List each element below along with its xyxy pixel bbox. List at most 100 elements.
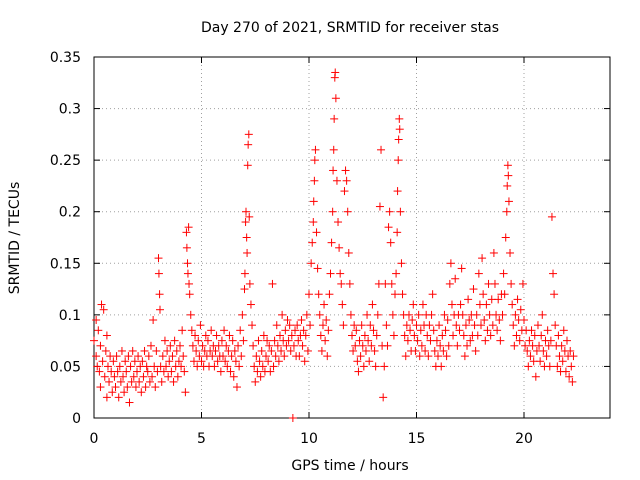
data-point — [335, 243, 344, 252]
data-point — [245, 212, 254, 221]
data-point — [566, 346, 575, 355]
data-point — [238, 310, 247, 319]
data-point — [397, 259, 406, 268]
data-point — [95, 367, 104, 376]
data-point — [565, 372, 574, 381]
y-tick-label: 0.05 — [50, 359, 81, 375]
data-point — [554, 331, 563, 340]
data-point — [242, 207, 251, 216]
data-point — [440, 310, 449, 319]
axis-ticks: 0 0.05 0.1 0.15 0.2 0.25 0.3 0.35 0 5 10 15 20 — [50, 50, 610, 447]
data-point — [382, 321, 391, 330]
data-point — [477, 321, 485, 330]
data-point — [220, 326, 229, 335]
data-point — [338, 300, 347, 309]
data-point — [128, 346, 137, 355]
data-point — [135, 377, 144, 386]
data-point — [151, 383, 160, 392]
data-point — [324, 326, 333, 335]
data-point — [318, 321, 327, 330]
data-point — [413, 336, 422, 345]
data-point — [109, 357, 118, 366]
data-point — [488, 321, 497, 330]
data-point — [451, 274, 460, 283]
data-point — [173, 372, 182, 381]
data-point — [185, 290, 194, 299]
data-point — [469, 285, 478, 294]
data-point — [406, 326, 415, 335]
data-point — [289, 341, 298, 350]
data-point — [421, 346, 430, 355]
data-point — [313, 264, 322, 273]
data-point — [178, 326, 187, 335]
data-point — [141, 383, 150, 392]
data-point — [325, 290, 334, 299]
data-point — [503, 161, 512, 170]
data-point — [370, 346, 379, 355]
data-point — [122, 367, 131, 376]
data-point — [119, 372, 128, 381]
data-point — [446, 259, 455, 268]
data-point — [240, 269, 249, 278]
data-point — [239, 336, 248, 345]
data-point — [323, 352, 332, 361]
data-point — [196, 321, 205, 330]
data-point — [496, 336, 505, 345]
data-point — [321, 336, 330, 345]
data-point — [293, 321, 302, 330]
data-point — [504, 197, 513, 206]
data-point — [343, 207, 352, 216]
data-point — [287, 331, 296, 340]
data-point — [237, 352, 246, 361]
data-point — [96, 341, 105, 350]
data-point — [480, 316, 489, 325]
data-point — [466, 336, 475, 345]
y-tick-label: 0.3 — [59, 102, 81, 118]
data-point — [159, 367, 168, 376]
data-point — [154, 254, 163, 263]
data-point — [94, 326, 103, 335]
data-point — [537, 331, 546, 340]
y-tick-label: 0 — [72, 411, 81, 427]
data-point — [225, 331, 234, 340]
data-point — [358, 341, 367, 350]
data-point — [111, 383, 120, 392]
data-point — [360, 331, 369, 340]
data-point — [447, 300, 456, 309]
data-point — [283, 316, 292, 325]
data-point — [388, 310, 397, 319]
data-point — [254, 336, 263, 345]
data-point — [527, 326, 536, 335]
data-point — [281, 326, 290, 335]
data-point — [329, 145, 338, 154]
data-point — [371, 362, 380, 371]
data-point — [345, 279, 354, 288]
data-point — [172, 346, 181, 355]
data-point — [442, 352, 451, 361]
data-point — [142, 362, 151, 371]
data-point — [535, 341, 544, 350]
plot-frame — [93, 56, 611, 419]
data-point — [166, 341, 175, 350]
grid-lines — [94, 57, 610, 418]
data-point — [235, 362, 244, 371]
data-point — [307, 259, 316, 268]
data-point — [308, 238, 317, 247]
data-point — [352, 326, 361, 335]
data-point — [127, 377, 136, 386]
data-point — [489, 248, 498, 257]
data-point — [174, 357, 183, 366]
data-point — [117, 346, 126, 355]
data-point — [219, 352, 227, 361]
data-point — [102, 393, 111, 402]
data-point — [553, 362, 562, 371]
x-tick-label: 5 — [197, 431, 206, 447]
data-point — [309, 197, 318, 206]
data-point — [531, 372, 540, 381]
data-point — [364, 336, 373, 345]
data-point — [500, 290, 509, 299]
data-point — [463, 341, 472, 350]
data-point — [563, 336, 571, 345]
data-point — [331, 94, 340, 103]
data-point — [494, 295, 503, 304]
